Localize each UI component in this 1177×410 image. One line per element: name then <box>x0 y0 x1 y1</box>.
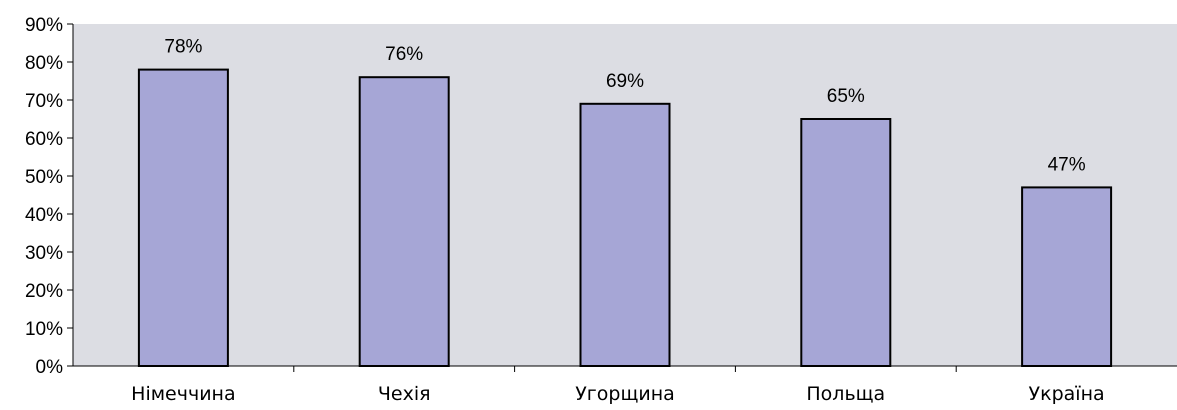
x-category-label: Україна <box>1029 383 1105 405</box>
x-category-label: Угорщина <box>575 383 675 405</box>
x-category-label: Польща <box>806 383 885 405</box>
bar-value-label: 47% <box>1048 154 1086 175</box>
bar-value-label: 65% <box>827 86 865 107</box>
x-axis: Німеччина Чехія Угорщина Польща Україна <box>73 365 1177 405</box>
bar <box>358 76 450 367</box>
x-category-label: Чехія <box>378 383 431 405</box>
y-tick-label: 90% <box>25 15 63 36</box>
bars <box>137 68 1113 368</box>
bar <box>137 68 229 367</box>
x-category-label: Німеччина <box>131 383 235 405</box>
bar-value-label: 76% <box>385 44 423 65</box>
y-tick-label: 20% <box>25 281 63 302</box>
y-tick-label: 40% <box>25 205 63 226</box>
y-tick-label: 10% <box>25 319 63 340</box>
y-axis: 0% 10% 20% 30% 40% 50% 60% 70% 80% 90% <box>25 15 74 378</box>
bar <box>800 118 892 367</box>
y-tick-label: 30% <box>25 243 63 264</box>
bar-value-label: 78% <box>164 37 202 58</box>
bar <box>579 102 671 368</box>
y-tick-label: 60% <box>25 129 63 150</box>
y-tick-label: 80% <box>25 53 63 74</box>
y-tick-label: 0% <box>36 357 64 378</box>
bar-value-label: 69% <box>606 71 644 92</box>
y-tick-label: 50% <box>25 167 63 188</box>
y-tick-label: 70% <box>25 91 63 112</box>
data-labels: 78% 76% 69% 65% 47% <box>164 37 1085 176</box>
bar <box>1021 186 1113 367</box>
